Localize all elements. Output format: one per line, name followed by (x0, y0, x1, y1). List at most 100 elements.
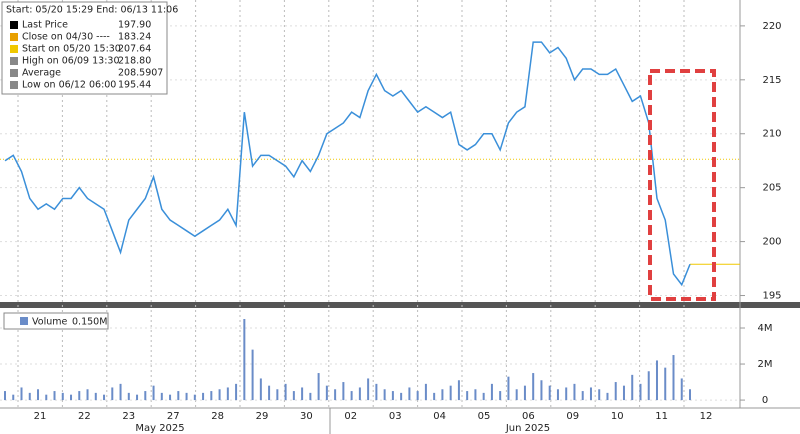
x-tick-label: 23 (122, 411, 135, 422)
volume-bar (210, 391, 213, 401)
legend-swatch (10, 69, 18, 77)
grid (0, 0, 740, 408)
volume-bar (515, 389, 518, 401)
volume-bar (45, 394, 48, 401)
volume-bar (548, 385, 551, 401)
volume-bar (119, 383, 122, 401)
volume-bar (606, 392, 609, 401)
volume-bar (284, 383, 287, 401)
volume-bar (259, 378, 262, 401)
legend-swatch (10, 45, 18, 53)
volume-bar (589, 387, 592, 401)
volume-bar (202, 392, 205, 401)
x-tick-label: 04 (433, 411, 446, 422)
x-tick-label: 22 (78, 411, 91, 422)
volume-bar (474, 389, 477, 401)
month-label: May 2025 (135, 423, 184, 434)
volume-bar (614, 382, 617, 401)
legend-swatch (10, 81, 18, 89)
volume-bar (655, 360, 658, 401)
volume-bar (37, 389, 40, 401)
volume-bar (507, 376, 510, 401)
x-tick-label: 10 (611, 411, 624, 422)
legend-label: Low on 06/12 06:00 (22, 80, 116, 91)
volume-bar (12, 394, 15, 401)
legend-label: Last Price (22, 20, 68, 31)
volume-bar (466, 391, 469, 401)
volume-bar (622, 385, 625, 401)
legend-value: 218.80 (118, 56, 151, 67)
volume-bar (639, 383, 642, 401)
volume-bar (449, 385, 452, 401)
volume-bar (94, 392, 97, 401)
month-label: Jun 2025 (505, 423, 550, 434)
volume-bar (185, 392, 188, 401)
volume-bar (4, 391, 6, 401)
volume-bar (169, 394, 172, 401)
y-tick-label: 215 (762, 75, 781, 86)
legend: Start: 05/20 15:29 End: 06/13 11:06 Last… (1, 1, 178, 95)
volume-bar (383, 389, 386, 401)
volume-bar (598, 389, 601, 401)
volume-bar (136, 394, 139, 401)
legend-label: Start on 05/20 15:30 (22, 44, 121, 55)
x-tick-label: 28 (211, 411, 224, 422)
legend-label: High on 06/09 13:30 (22, 56, 119, 67)
volume-bar (78, 391, 81, 401)
y-tick-label: 205 (762, 183, 781, 194)
legend-swatch (20, 317, 28, 325)
y-tick-label: 0 (762, 395, 768, 406)
plot (0, 41, 740, 401)
volume-bar (400, 392, 403, 401)
volume-bar (680, 378, 683, 401)
volume-bar (532, 373, 535, 401)
volume-bar (375, 383, 378, 401)
volume-bar (342, 382, 345, 401)
volume-bar (325, 385, 328, 401)
volume-bar (350, 391, 353, 401)
y-tick-label: 2M (758, 359, 773, 370)
volume-bar (631, 374, 634, 401)
legend-label: Volume (32, 317, 67, 328)
volume-bar (523, 385, 526, 401)
legend-swatch (10, 33, 18, 41)
volume-bar (540, 380, 543, 401)
x-tick-label: 05 (478, 411, 491, 422)
volume-legend: Volume 0.150M (3, 312, 109, 330)
legend-header: Start: 05/20 15:29 End: 06/13 11:06 (6, 5, 178, 16)
volume-bar (689, 389, 691, 401)
volume-bar (177, 391, 180, 401)
volume-bar (268, 385, 271, 401)
volume-bar (86, 389, 89, 401)
volume-bar (490, 383, 493, 401)
volume-bar (391, 391, 394, 401)
x-tick-label: 21 (34, 411, 47, 422)
highlight-box (648, 69, 716, 301)
x-tick-label: 30 (300, 411, 313, 422)
volume-bar (482, 392, 485, 401)
volume-bar (243, 319, 246, 401)
volume-bar (334, 389, 337, 401)
volume-legend-box (3, 312, 109, 330)
y-tick-label: 4M (758, 323, 773, 334)
volume-bar (457, 380, 460, 401)
legend-swatch (10, 57, 18, 65)
volume-bar (416, 391, 419, 401)
x-tick-label: 27 (167, 411, 180, 422)
volume-bar (276, 389, 279, 401)
volume-bar (251, 349, 254, 401)
volume-bar (226, 387, 229, 401)
y-tick-label: 220 (762, 21, 781, 32)
volume-bar (367, 378, 370, 401)
volume-bar (20, 387, 23, 401)
volume-bar (408, 387, 411, 401)
volume-bar (28, 392, 31, 401)
volume-bar (144, 391, 147, 401)
legend-swatch (10, 21, 18, 29)
volume-bar (218, 389, 221, 401)
volume-bar (358, 387, 361, 401)
x-tick-label: 03 (389, 411, 402, 422)
volume-bar (53, 391, 56, 401)
legend-value: 183.24 (118, 32, 151, 43)
